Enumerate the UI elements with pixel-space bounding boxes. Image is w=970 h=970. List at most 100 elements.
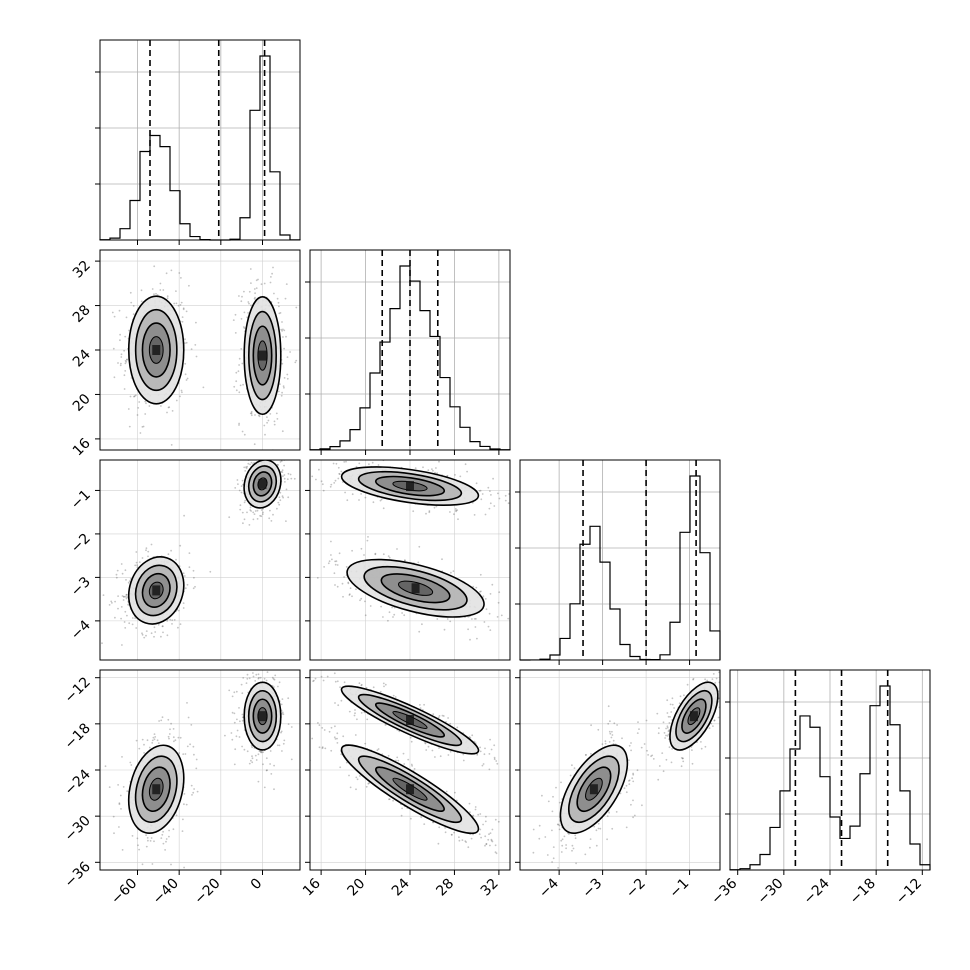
scatter-point (238, 295, 240, 297)
scatter-point (162, 830, 165, 833)
scatter-point (235, 735, 238, 738)
scatter-point (354, 712, 356, 715)
scatter-point (468, 736, 471, 738)
scatter-point (236, 718, 238, 721)
scatter-point (202, 386, 205, 389)
scatter-point (141, 863, 144, 866)
scatter-point (489, 738, 491, 741)
scatter-point (146, 837, 149, 839)
scatter-point (340, 699, 343, 702)
scatter-point (143, 743, 145, 746)
scatter-point (269, 750, 272, 752)
density-peak (258, 711, 267, 722)
scatter-point (253, 443, 256, 446)
scatter-point (246, 316, 249, 319)
scatter-point (608, 811, 610, 814)
scatter-point (175, 558, 177, 561)
scatter-point (254, 296, 256, 299)
panel-frame (309, 459, 511, 661)
scatter-point (360, 493, 362, 495)
scatter-point (129, 395, 132, 398)
scatter-point (231, 738, 234, 741)
scatter-point (449, 620, 452, 623)
scatter-point (259, 514, 261, 517)
scatter-point (192, 791, 195, 794)
scatter-point (260, 515, 263, 518)
scatter-point (285, 283, 288, 285)
histogram-step (729, 685, 931, 871)
scatter-point (565, 844, 567, 846)
scatter-point (283, 464, 285, 467)
scatter-point (160, 719, 163, 722)
scatter-point (388, 556, 391, 559)
scatter-point (122, 599, 125, 601)
scatter-point (560, 781, 562, 784)
scatter-point (209, 570, 212, 573)
scatter-point (238, 424, 240, 426)
scatter-point (150, 543, 153, 546)
scatter-point (252, 511, 255, 514)
scatter-point (444, 827, 446, 829)
scatter-point (461, 839, 464, 841)
scatter-point (177, 626, 179, 629)
scatter-point (477, 813, 480, 816)
density-peak (406, 481, 414, 492)
scatter-point (312, 680, 314, 683)
scatter-point (233, 691, 236, 694)
scatter-point (128, 425, 131, 428)
scatter-point (136, 564, 139, 567)
scatter-point (495, 760, 498, 762)
scatter-point (420, 816, 423, 819)
scatter-point (561, 844, 564, 847)
scatter-point (686, 683, 689, 686)
scatter-point (240, 491, 243, 494)
scatter-point (252, 653, 254, 655)
scatter-point (116, 569, 119, 572)
scatter-point (611, 827, 614, 830)
scatter-point (148, 405, 151, 407)
scatter-point (274, 674, 277, 677)
scatter-point (667, 715, 670, 718)
scatter-point (338, 472, 341, 475)
scatter-point (537, 858, 539, 860)
scatter-point (311, 475, 314, 478)
scatter-point (141, 738, 144, 741)
scatter-point (491, 840, 494, 843)
scatter-point (485, 843, 488, 845)
scatter-point (351, 595, 353, 598)
scatter-point (151, 739, 154, 742)
scatter-point (280, 731, 282, 734)
scatter-point (485, 815, 487, 818)
scatter-point (265, 757, 268, 760)
scatter-point (456, 509, 459, 512)
scatter-point (165, 272, 168, 275)
scatter-point (479, 489, 482, 492)
scatter-point (167, 718, 170, 721)
scatter-point (650, 755, 652, 758)
scatter-point (421, 623, 423, 626)
scatter-point (318, 456, 320, 458)
scatter-point (374, 553, 377, 556)
scatter-point (488, 753, 491, 755)
scatter-point (273, 420, 276, 423)
scatter-point (492, 477, 494, 480)
scatter-point (234, 332, 237, 334)
scatter-point (412, 510, 415, 513)
scatter-point (628, 780, 630, 782)
scatter-point (269, 413, 272, 415)
scatter-point (281, 362, 284, 365)
scatter-point (242, 677, 245, 679)
scatter-point (117, 595, 119, 597)
scatter-point (250, 304, 252, 307)
scatter-point (489, 502, 492, 505)
scatter-point (343, 576, 345, 578)
scatter-point (349, 587, 352, 590)
scatter-point (336, 680, 339, 683)
scatter-point (278, 456, 280, 458)
scatter-point (487, 486, 490, 489)
scatter-point (280, 328, 283, 331)
scatter-point (347, 582, 350, 585)
scatter-point (272, 455, 274, 457)
scatter-point (254, 414, 256, 416)
scatter-point (473, 618, 476, 620)
